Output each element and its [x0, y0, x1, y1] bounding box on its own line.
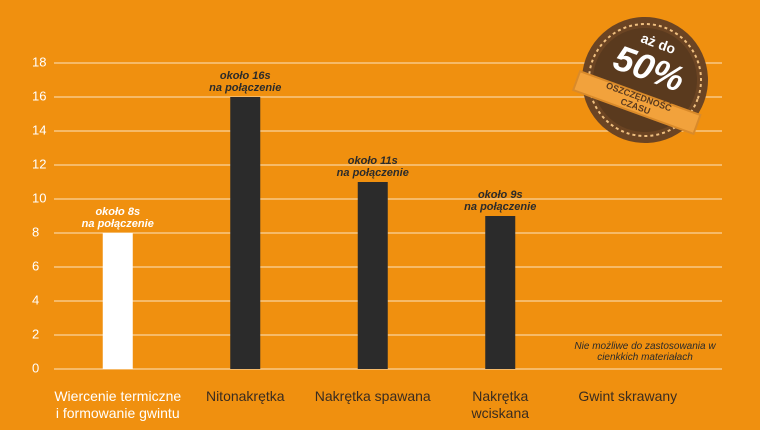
value-label: około 11s na połączenie	[336, 155, 409, 179]
x-tick-label: Wiercenie termiczne i formowanie gwintu	[54, 388, 182, 421]
annotation: Nie możliwe do zastosowania w cienkkich …	[574, 341, 716, 363]
y-tick-label: 18	[32, 54, 46, 69]
y-tick-label: 16	[32, 88, 46, 103]
y-tick-label: 4	[32, 292, 39, 307]
value-label: około 9s na połączenie	[464, 189, 537, 213]
bar	[102, 233, 133, 369]
x-tick-label: Nakrętka wciskana	[471, 388, 530, 421]
x-tick-label: Nakrętka spawana	[314, 388, 431, 404]
badge: aż do 50% OSZCZĘDNOŚĆ CZASU	[562, 0, 729, 163]
x-tick-label: Gwint skrawany	[578, 388, 678, 404]
y-tick-label: 10	[32, 190, 46, 205]
y-tick-label: 12	[32, 156, 46, 171]
bar	[485, 216, 516, 369]
bar	[230, 97, 261, 369]
y-tick-label: 6	[32, 258, 39, 273]
x-tick-label: Nitonakrętka	[205, 388, 285, 404]
y-tick-label: 2	[32, 326, 39, 341]
badge-shape	[564, 17, 710, 143]
value-label: około 16s na połączenie	[209, 70, 282, 94]
bar	[357, 182, 388, 369]
value-label: około 8s na połączenie	[81, 206, 154, 230]
y-tick-label: 0	[32, 360, 39, 375]
y-tick-label: 14	[32, 122, 46, 137]
y-tick-label: 8	[32, 224, 39, 239]
